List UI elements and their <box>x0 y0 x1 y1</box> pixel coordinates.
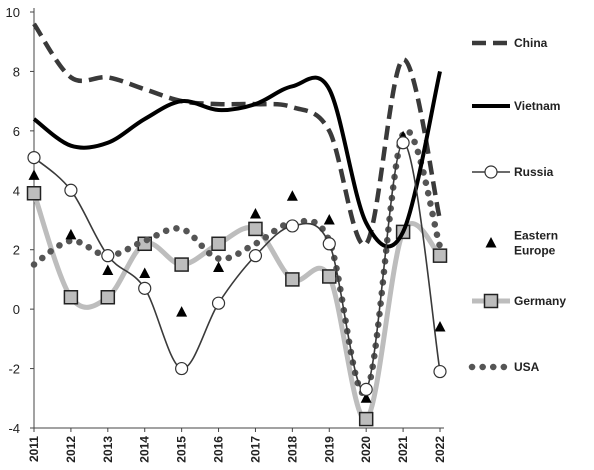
legend-marker-eastern-europe <box>485 237 497 248</box>
data-point-germany <box>174 257 189 272</box>
legend-label-china: China <box>514 36 548 50</box>
x-tick-label: 2015 <box>175 436 189 463</box>
x-tick-label: 2011 <box>27 436 41 462</box>
legend-label-russia: Russia <box>514 165 554 179</box>
data-point-eastern-europe <box>102 264 114 276</box>
x-tick-label: 2016 <box>212 436 226 463</box>
x-tick-label: 2014 <box>138 436 152 463</box>
data-point-russia <box>322 237 336 251</box>
data-point-russia <box>175 361 189 376</box>
data-point-russia <box>359 382 373 396</box>
data-point-germany <box>63 290 79 305</box>
data-point-eastern-europe <box>323 214 335 225</box>
data-point-russia <box>211 296 226 310</box>
data-point-eastern-europe <box>213 261 225 273</box>
data-point-eastern-europe <box>286 190 298 201</box>
data-point-germany <box>358 411 374 427</box>
x-tick-label: 2020 <box>359 436 373 463</box>
data-point-eastern-europe <box>28 169 40 180</box>
y-tick-label: 0 <box>13 302 20 317</box>
y-tick-label: 2 <box>13 243 20 258</box>
data-point-russia <box>138 281 152 295</box>
x-tick-label: 2018 <box>285 436 299 463</box>
data-point-russia <box>433 364 447 379</box>
y-tick-label: 10 <box>6 5 20 20</box>
data-point-germany <box>285 272 300 287</box>
data-point-russia <box>396 136 410 150</box>
y-tick-label: 8 <box>13 64 20 79</box>
data-point-eastern-europe <box>360 392 372 403</box>
data-point-germany <box>26 186 42 201</box>
series-line-china <box>32 22 443 247</box>
data-point-russia <box>101 249 115 263</box>
x-tick-label: 2021 <box>396 436 410 463</box>
y-tick-label: -2 <box>8 362 20 377</box>
legend-marker-russia <box>484 165 498 179</box>
legend-label-usa: USA <box>514 360 540 374</box>
data-point-russia <box>248 249 263 263</box>
x-tick-label: 2012 <box>64 436 78 463</box>
legend-label-germany: Germany <box>514 294 566 308</box>
series-line-russia <box>33 141 441 392</box>
legend-marker-germany <box>483 293 499 309</box>
y-tick-label: 6 <box>13 124 20 139</box>
x-tick-label: 2022 <box>433 436 447 463</box>
legend-label-eastern-europe: Europe <box>514 244 556 258</box>
x-tick-label: 2017 <box>248 436 262 463</box>
y-tick-label: -4 <box>8 421 20 436</box>
data-point-germany <box>100 290 116 305</box>
data-point-eastern-europe <box>249 208 261 219</box>
legend-label-eastern-europe: Eastern <box>514 229 558 243</box>
y-tick-label: 4 <box>13 183 20 198</box>
data-point-eastern-europe <box>65 228 77 240</box>
data-point-russia <box>64 183 78 197</box>
x-tick-label: 2019 <box>322 436 336 463</box>
data-point-eastern-europe <box>176 306 188 317</box>
data-point-eastern-europe <box>139 267 151 278</box>
data-point-germany <box>211 236 226 252</box>
data-point-russia <box>27 151 41 165</box>
data-point-germany <box>322 269 337 284</box>
data-point-russia <box>285 219 299 233</box>
data-point-germany <box>248 221 263 237</box>
legend-label-vietnam: Vietnam <box>514 99 560 113</box>
series-line-vietnam <box>32 70 442 249</box>
data-point-eastern-europe <box>434 320 446 332</box>
x-tick-label: 2013 <box>101 436 115 463</box>
data-point-germany <box>432 248 448 263</box>
